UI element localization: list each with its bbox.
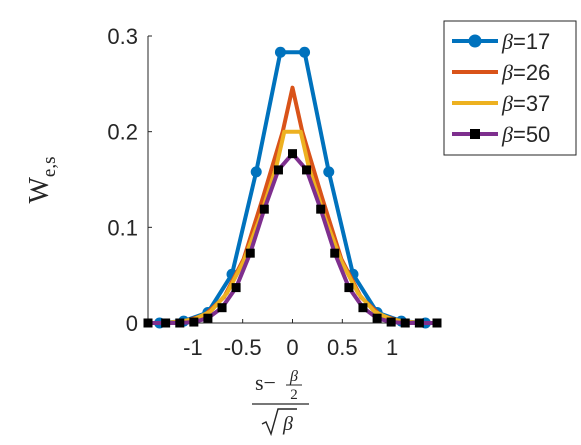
data-point [400,318,410,328]
series-2 [145,85,440,325]
legend-symbol: β [501,29,513,54]
legend-item-1: β=17 [452,29,550,54]
series-line [145,129,440,325]
y-tick-label: 0.3 [107,24,138,49]
data-point [189,317,199,327]
x-axis-label-frac-bottom: 2 [290,387,298,403]
x-tick-label: 0 [286,335,298,360]
legend-value: =17 [513,29,550,54]
legend-label: β=37 [501,91,550,116]
data-point [432,318,442,328]
data-point [143,318,153,328]
data-point [245,248,255,258]
data-point [250,166,262,178]
legend-value: =50 [513,122,550,147]
legend-label: β=17 [501,29,550,54]
data-point [372,313,382,323]
data-point [344,283,354,293]
data-point [330,248,340,258]
data-point [323,166,335,178]
legend: β=17β=26β=37β=50 [443,20,577,156]
series-line [148,151,437,325]
data-point [231,283,241,293]
x-tick-label: -1 [183,335,203,360]
data-point [273,165,283,175]
x-axis-label-denominator: β [282,413,293,435]
legend-item-4: β=50 [452,122,550,147]
data-point [274,46,286,58]
series-layer [143,46,442,329]
data-point [302,165,312,175]
data-point [259,204,269,214]
data-point [414,318,424,328]
series-line [145,85,440,325]
y-axis-label: We,s [24,156,60,203]
x-tick-label: -0.5 [224,335,262,360]
legend-symbol: β [501,91,513,116]
x-tick-label: 0.5 [327,335,358,360]
series-3 [145,129,440,325]
x-axis-label-numerator: s− [255,370,276,395]
data-point [175,318,185,328]
x-axis-label: s− β 2 β [252,368,309,437]
data-point [203,313,213,323]
data-point [217,303,227,313]
legend-symbol: β [501,60,513,85]
data-point [288,149,297,159]
data-point [386,317,396,327]
legend-symbol: β [501,122,513,147]
x-axis-label-frac-top: β [289,368,298,385]
legend-label: β=26 [501,60,550,85]
legend-item-3: β=37 [452,91,550,116]
y-tick-label: 0 [126,311,138,336]
series-4 [143,149,442,328]
legend-item-2: β=26 [452,60,550,85]
x-tick-label: 1 [386,335,398,360]
ticks: -1 -0.5 0 0.5 1 0 0.1 0.2 0.3 [107,24,398,360]
legend-value: =26 [513,60,550,85]
sqrt-radical [261,408,297,437]
y-axis-label-sub: e,s [39,156,60,177]
y-tick-label: 0.1 [107,215,138,240]
y-tick-label: 0.2 [107,120,138,145]
data-point [316,204,326,214]
y-axis-label-main: W [24,177,55,204]
legend-value: =37 [513,91,550,116]
data-point [299,46,311,58]
legend-marker [470,129,480,139]
plot-area: -1 -0.5 0 0.5 1 0 0.1 0.2 0.3 [107,24,442,360]
data-point [358,303,368,313]
data-point [161,318,171,328]
legend-label: β=50 [501,122,550,147]
legend-marker [468,34,482,48]
